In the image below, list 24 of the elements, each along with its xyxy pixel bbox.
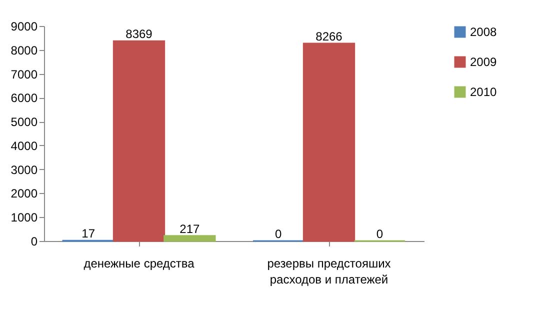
- data-label: 8369: [126, 27, 153, 42]
- y-tick-label: 0: [30, 234, 38, 248]
- y-tick-label: 1000: [10, 210, 38, 225]
- data-label: 17: [82, 226, 96, 241]
- bar: [164, 235, 216, 242]
- data-label: 0: [274, 227, 282, 241]
- legend-label: 2008: [470, 25, 498, 39]
- data-label: 217: [180, 222, 200, 236]
- y-tick-label: 5000: [10, 115, 38, 130]
- y-tick-label: 2000: [10, 186, 38, 201]
- x-tick-label: резервы предстояших расходов и платежей: [267, 256, 391, 286]
- y-tick-label: 4000: [10, 138, 38, 153]
- legend-label: 2010: [470, 85, 498, 99]
- bar: [302, 42, 356, 242]
- bar: [112, 40, 166, 242]
- x-tick-label: денежные средства: [84, 256, 195, 270]
- y-tick-label: 9000: [10, 20, 38, 34]
- data-label: 8266: [316, 30, 343, 44]
- legend-label: 2009: [470, 55, 498, 69]
- y-tick-label: 7000: [10, 67, 38, 82]
- y-tick-label: 6000: [10, 91, 38, 106]
- data-label: 0: [376, 227, 384, 241]
- y-tick-label: 8000: [10, 43, 38, 58]
- y-tick-label: 3000: [10, 162, 38, 177]
